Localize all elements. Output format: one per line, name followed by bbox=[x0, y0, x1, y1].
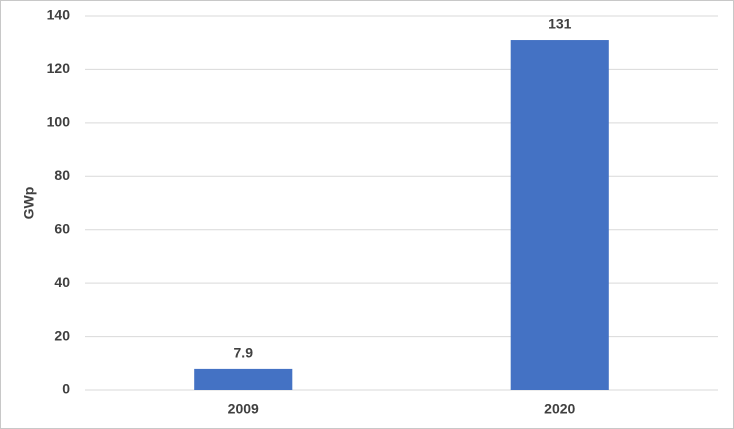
y-tick-label: 80 bbox=[54, 167, 70, 183]
y-tick-label: 60 bbox=[54, 220, 70, 236]
y-tick-label: 20 bbox=[54, 327, 70, 343]
y-tick-label: 120 bbox=[47, 60, 71, 76]
x-tick-label: 2009 bbox=[228, 401, 259, 417]
data-label: 7.9 bbox=[234, 345, 254, 361]
y-tick-label: 0 bbox=[62, 381, 70, 397]
bar bbox=[194, 368, 293, 390]
y-tick-label: 100 bbox=[47, 114, 71, 130]
y-axis-label: GWp bbox=[21, 187, 37, 220]
y-tick-label: 40 bbox=[54, 274, 70, 290]
x-tick-label: 2020 bbox=[544, 401, 575, 417]
bar bbox=[510, 40, 609, 391]
data-label: 131 bbox=[548, 16, 572, 32]
y-tick-label: 140 bbox=[47, 7, 71, 23]
